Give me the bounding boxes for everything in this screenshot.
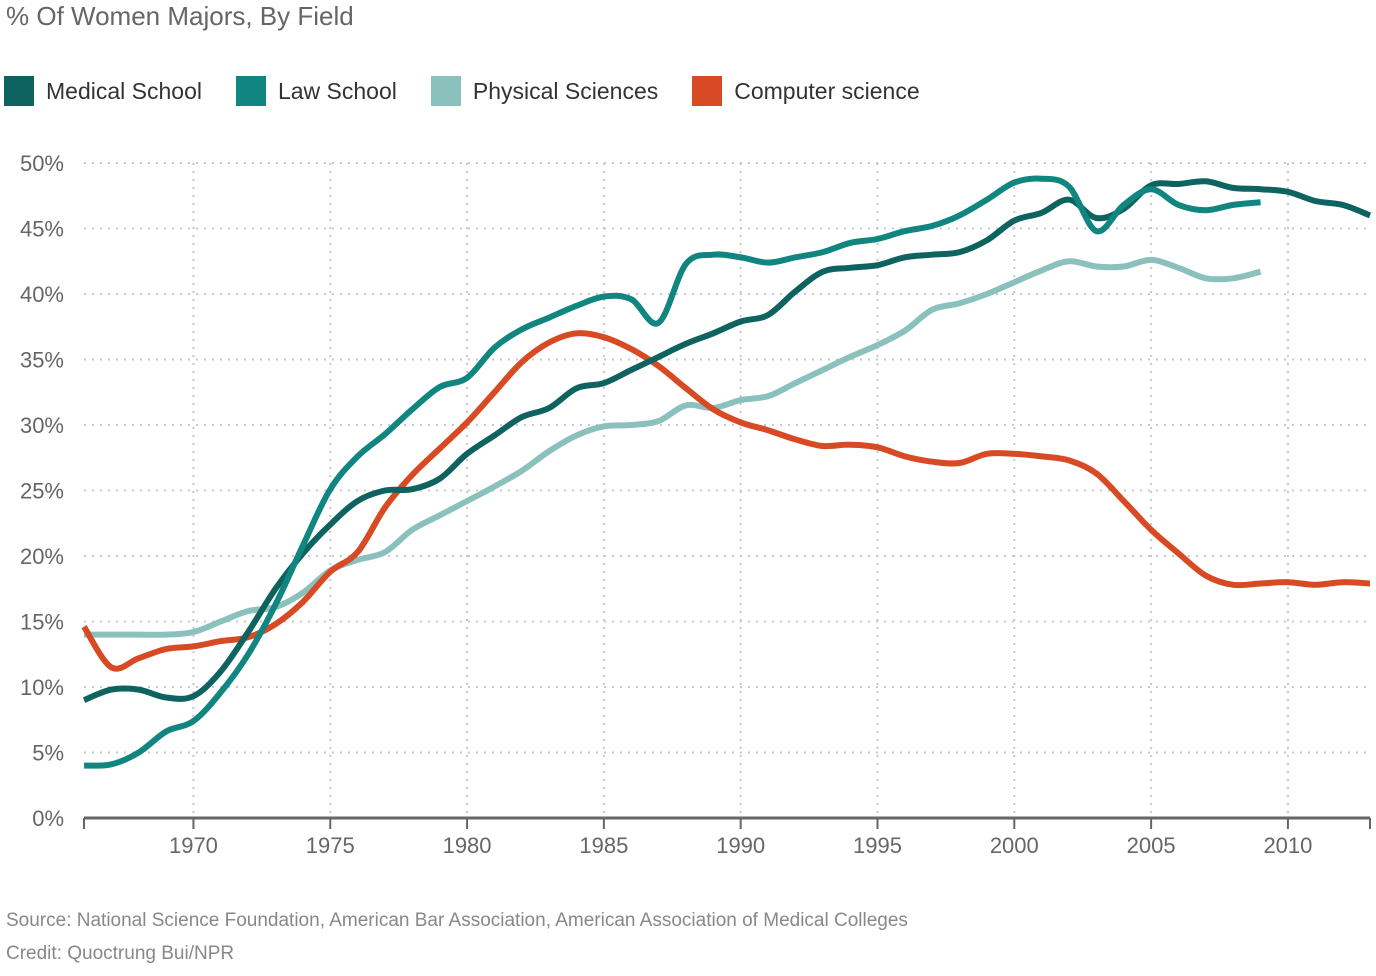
y-tick-label: 35% (20, 348, 64, 373)
x-tick-label: 1995 (853, 833, 902, 858)
legend-label: Physical Sciences (472, 77, 659, 104)
grid (84, 162, 1370, 818)
y-tick-label: 40% (20, 282, 64, 307)
y-tick-label: 30% (20, 413, 64, 438)
credit-note: Credit: Quoctrung Bui/NPR (6, 943, 235, 964)
series-lines (81, 175, 1372, 769)
legend-label: Medical School (46, 77, 202, 104)
x-tick-label: 1990 (716, 833, 765, 858)
legend-item-medical-school[interactable]: Medical School (4, 76, 202, 106)
chart-title: % Of Women Majors, By Field (6, 1, 354, 31)
y-tick-label: 45% (20, 217, 64, 242)
legend-item-law-school[interactable]: Law School (235, 76, 397, 106)
x-tick-label: 1970 (169, 833, 218, 858)
x-tick-label: 2010 (1263, 833, 1312, 858)
y-tick-label: 5% (32, 741, 64, 766)
x-tick-label: 1985 (579, 833, 628, 858)
legend-label: Law School (277, 77, 397, 104)
x-tick-label: 1975 (306, 833, 355, 858)
y-tick-label: 0% (32, 806, 64, 831)
source-note: Source: National Science Foundation, Ame… (6, 910, 908, 931)
y-tick-label: 10% (20, 675, 64, 700)
x-tick-label: 2000 (990, 833, 1039, 858)
legend-item-physical-sciences[interactable]: Physical Sciences (430, 76, 659, 106)
y-tick-label: 25% (20, 479, 64, 504)
legend-item-computer-science[interactable]: Computer science (692, 76, 920, 106)
axes: 0% 5% 10% 15% 20% 25% 30% 35% 40% 45% 50% 1970 1975 1… (20, 151, 1371, 858)
legend: Medical School Law School Physical Scien… (4, 76, 954, 106)
series-line-law-school (83, 175, 1261, 769)
y-tick-label: 50% (20, 151, 64, 176)
legend-swatch-law-school (235, 76, 266, 106)
legend-swatch-physical-sciences (430, 76, 461, 106)
x-tick-label: 2005 (1127, 833, 1176, 858)
y-tick-label: 20% (20, 544, 64, 569)
y-tick-label: 15% (20, 610, 64, 635)
series-line-physical-sciences (84, 256, 1262, 638)
legend-swatch-medical-school (4, 76, 34, 106)
x-tick-label: 1980 (443, 833, 492, 858)
legend-label: Computer science (734, 77, 920, 104)
series-line-computer-science (81, 330, 1371, 672)
legend-swatch-computer-science (692, 76, 723, 106)
